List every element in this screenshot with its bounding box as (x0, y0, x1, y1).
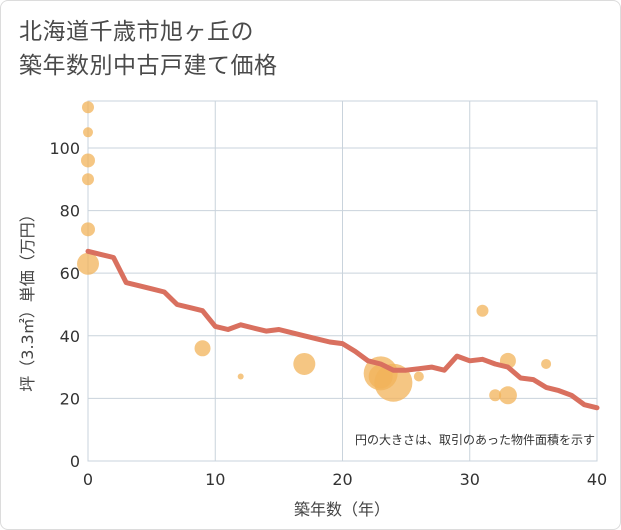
data-bubble (237, 373, 244, 380)
bubble-series (77, 101, 552, 405)
y-tick-label: 40 (60, 327, 80, 346)
x-tick-label: 0 (83, 470, 93, 489)
grid (88, 101, 597, 461)
data-bubble (81, 153, 95, 168)
x-tick-label: 40 (587, 470, 607, 489)
x-tick-label: 30 (460, 470, 480, 489)
x-axis-ticks: 0 10 20 30 40 (83, 470, 607, 489)
data-bubble (83, 127, 93, 138)
data-bubble (293, 352, 316, 375)
chart-title-line-1: 北海道千歳市旭ヶ丘の (19, 19, 254, 45)
x-tick-label: 20 (332, 470, 352, 489)
y-tick-label: 20 (60, 389, 80, 408)
chart-title-line-2: 築年数別中古戸建て価格 (19, 53, 278, 79)
y-tick-label: 60 (60, 264, 80, 283)
trend-line (85, 248, 600, 411)
data-bubble (374, 363, 413, 402)
y-axis-title: 坪（3.3㎡）単価（万円） (18, 206, 37, 391)
data-bubble (81, 222, 95, 237)
bubble-size-note: 円の大きさは、取引のあった物件面積を示す (355, 432, 595, 447)
data-bubble (476, 304, 489, 317)
data-bubble (489, 389, 502, 402)
y-tick-label: 80 (60, 202, 80, 221)
data-bubble (194, 340, 211, 357)
chart-title: 北海道千歳市旭ヶ丘の 築年数別中古戸建て価格 (19, 15, 278, 83)
data-bubble (541, 358, 552, 369)
data-bubble (82, 101, 94, 114)
data-bubble (82, 173, 94, 186)
y-tick-label: 100 (49, 139, 80, 158)
data-bubble (77, 252, 99, 275)
trend-series (85, 248, 600, 411)
data-bubble (413, 371, 424, 382)
data-bubble (498, 386, 517, 405)
x-axis-title: 築年数（年） (294, 500, 390, 519)
y-axis-ticks: 0 20 40 60 80 100 (49, 139, 80, 471)
x-tick-label: 10 (205, 470, 225, 489)
y-tick-label: 0 (70, 452, 80, 471)
